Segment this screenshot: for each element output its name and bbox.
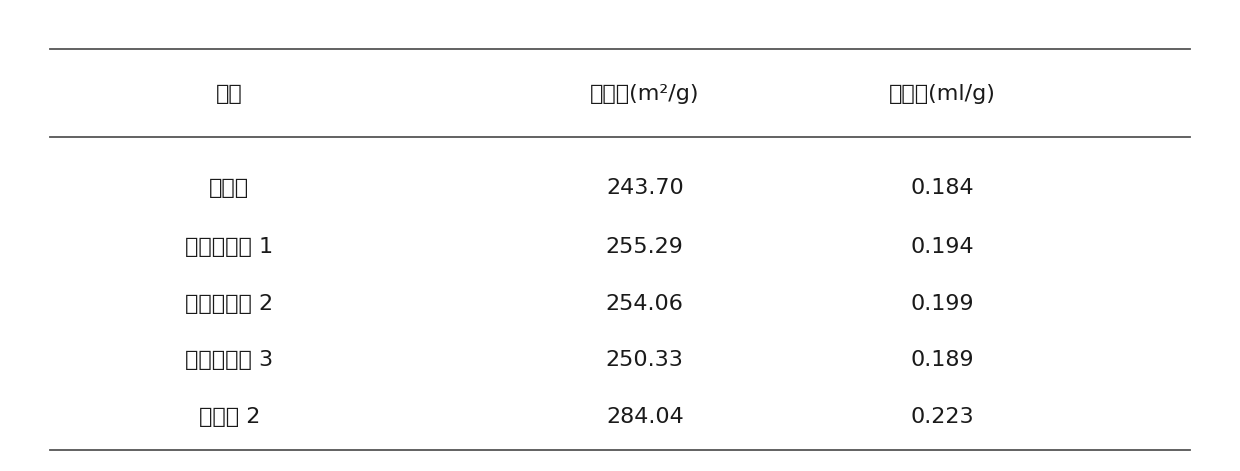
Text: 总比表(m²/g): 总比表(m²/g) <box>590 84 699 104</box>
Text: 对比实施例 2: 对比实施例 2 <box>185 294 274 314</box>
Text: 284.04: 284.04 <box>606 407 683 427</box>
Text: 实施例 2: 实施例 2 <box>198 407 260 427</box>
Text: 总孔容(ml/g): 总孔容(ml/g) <box>889 84 996 104</box>
Text: 250.33: 250.33 <box>606 350 683 370</box>
Text: 0.199: 0.199 <box>910 294 975 314</box>
Text: 样品: 样品 <box>216 84 243 104</box>
Text: 0.189: 0.189 <box>910 350 975 370</box>
Text: 对比实施例 1: 对比实施例 1 <box>185 237 274 257</box>
Text: 0.184: 0.184 <box>910 179 975 198</box>
Text: 255.29: 255.29 <box>606 237 683 257</box>
Text: 243.70: 243.70 <box>606 179 683 198</box>
Text: 254.06: 254.06 <box>606 294 683 314</box>
Text: 未改性: 未改性 <box>210 179 249 198</box>
Text: 对比实施例 3: 对比实施例 3 <box>185 350 274 370</box>
Text: 0.223: 0.223 <box>910 407 975 427</box>
Text: 0.194: 0.194 <box>910 237 975 257</box>
